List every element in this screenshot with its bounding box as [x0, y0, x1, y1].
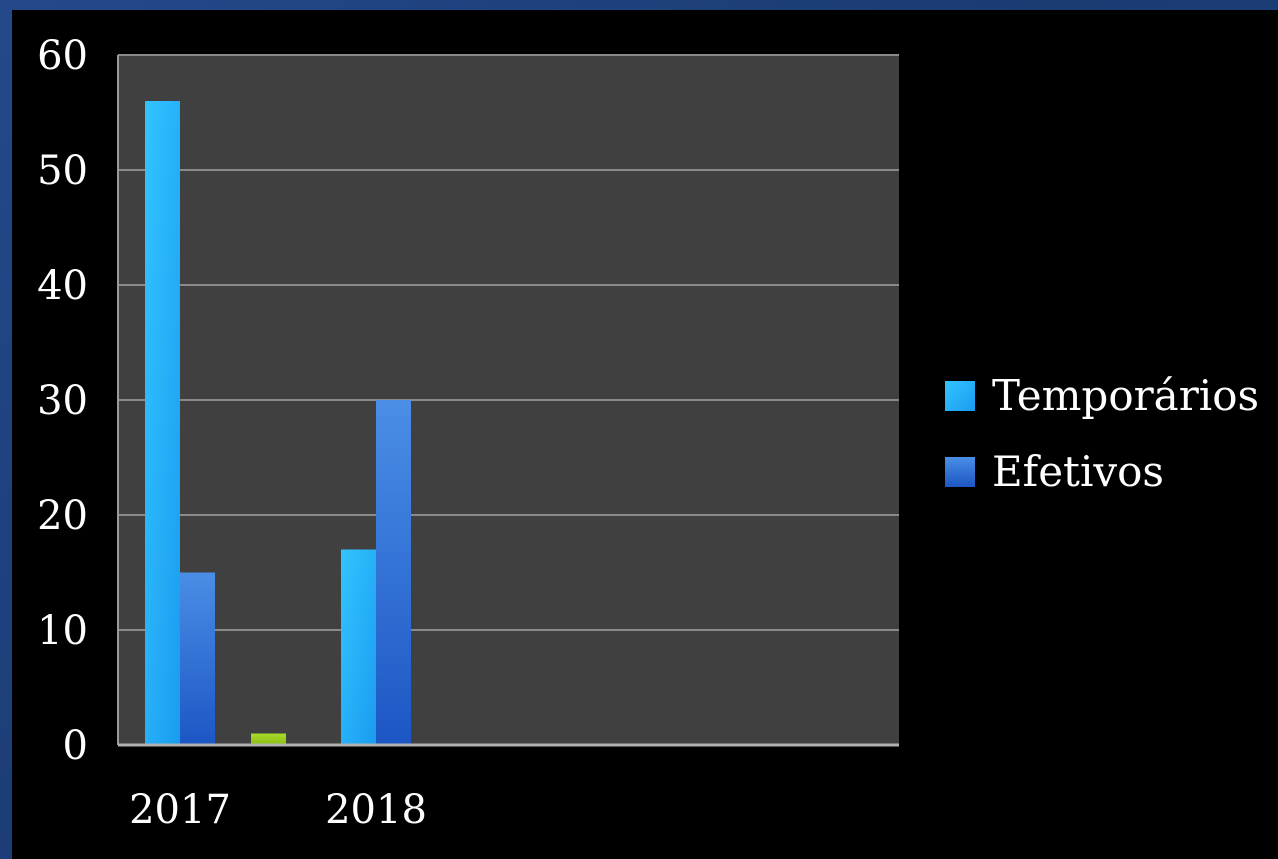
y-tick-label: 40 — [37, 263, 88, 309]
bar-2017-series-2 — [251, 733, 286, 745]
bar-2017-series-1 — [180, 572, 215, 745]
x-tick-label: 2017 — [129, 787, 231, 833]
y-tick-label: 60 — [37, 33, 88, 79]
y-tick-label: 30 — [37, 378, 88, 424]
y-tick-label: 20 — [37, 493, 88, 539]
legend-label: Temporários — [992, 371, 1259, 420]
y-tick-label: 50 — [37, 148, 88, 194]
bar-2018-series-0 — [341, 549, 376, 745]
legend-swatch — [945, 381, 975, 411]
y-tick-label: 10 — [37, 608, 88, 654]
legend-label: Efetivos — [992, 447, 1164, 496]
legend-swatch — [945, 457, 975, 487]
y-tick-label: 0 — [63, 723, 88, 769]
bar-2018-series-1 — [376, 400, 411, 745]
bar-2017-series-0 — [145, 101, 180, 745]
x-tick-label: 2018 — [325, 787, 427, 833]
